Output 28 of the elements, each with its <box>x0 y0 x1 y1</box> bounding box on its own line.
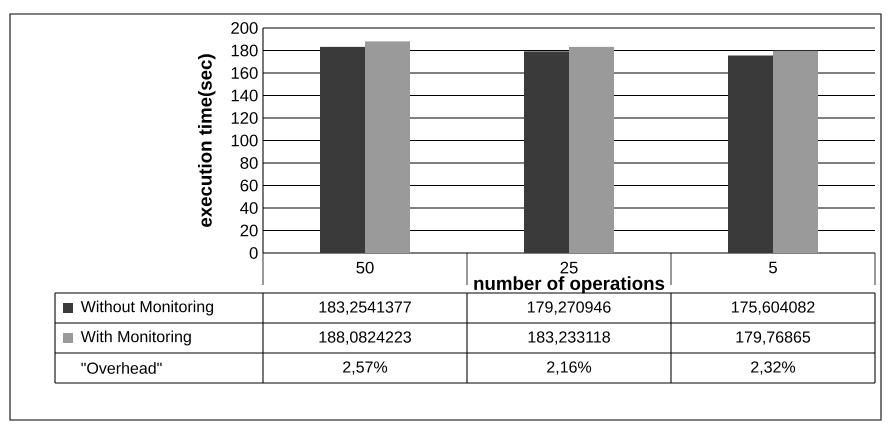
y-tick-label: 40 <box>240 202 258 214</box>
x-axis-title: number of operations <box>474 276 664 294</box>
y-tick-label: 60 <box>240 180 258 192</box>
y-tick-label: 200 <box>231 22 258 34</box>
y-tick-label: 20 <box>240 224 258 236</box>
legend-label: With Monitoring <box>80 330 191 346</box>
data-label: 175,604082 <box>732 301 814 315</box>
y-tick-label: 180 <box>232 44 258 56</box>
y-tick-label: 0 <box>250 247 258 259</box>
text: "Overhead" <box>81 362 162 374</box>
data-label: 179,76865 <box>736 331 810 345</box>
data-label: 183,2541377 <box>320 301 411 315</box>
x-tick-label: 25 <box>560 262 578 274</box>
y-tick-label: 80 <box>240 157 258 169</box>
x-tick-label: 50 <box>356 262 374 274</box>
data-label: 188,0824223 <box>320 331 411 345</box>
y-tick-label: 100 <box>232 134 258 146</box>
text: 2,57% <box>343 361 388 375</box>
y-tick-label: 140 <box>232 90 258 102</box>
y-tick-label: 160 <box>232 67 258 79</box>
text: 2,32% <box>751 361 796 375</box>
legend-label: Without Monitoring <box>80 300 214 316</box>
y-tick-label: 120 <box>232 112 258 124</box>
x-tick-label: 5 <box>769 262 777 274</box>
text: 2,16% <box>547 361 592 375</box>
data-label: 183,233118 <box>528 331 610 345</box>
data-label: 179,270946 <box>528 301 611 315</box>
y-axis-title: execution time(sec) <box>198 54 216 227</box>
